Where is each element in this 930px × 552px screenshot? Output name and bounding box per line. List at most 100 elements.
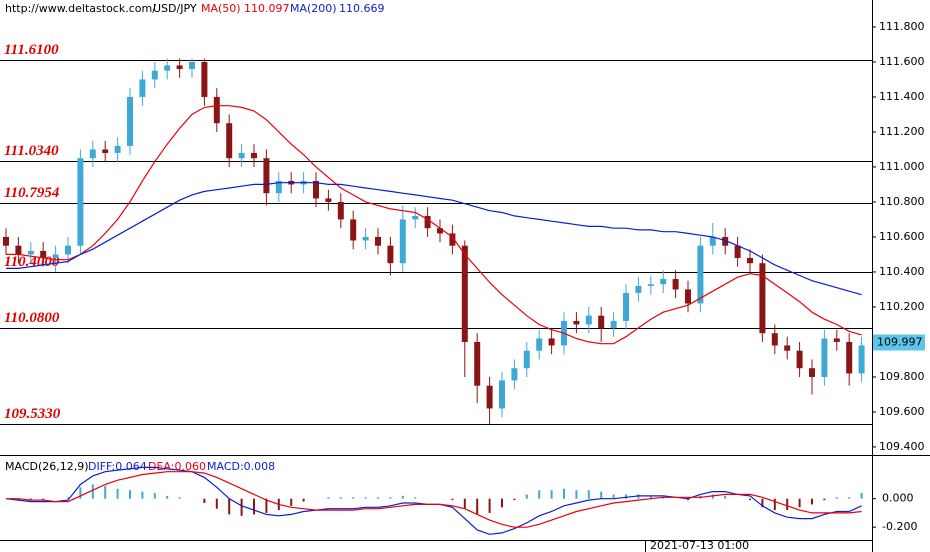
candle-body: [734, 245, 741, 258]
y-tick-label: 109.400: [879, 440, 925, 453]
candle-body: [263, 158, 270, 194]
candle-body: [499, 380, 505, 409]
level-label: 110.0800: [4, 310, 60, 326]
candle-body: [598, 315, 605, 328]
candle-body: [65, 245, 71, 255]
candle-body: [585, 315, 592, 325]
last-price-box: [873, 334, 925, 351]
candle-body: [275, 180, 282, 194]
candle-body: [325, 198, 332, 202]
candle-body: [189, 61, 195, 69]
y-tick-label: 109.800: [879, 370, 925, 383]
candle-body: [176, 65, 183, 69]
y-tick-label: 111.000: [879, 160, 925, 173]
candle-body: [809, 368, 815, 377]
last-price-label: 109.997: [877, 335, 923, 348]
candle-body: [536, 338, 543, 351]
ma50-name: MA(50): [201, 2, 241, 15]
candle-body: [313, 180, 319, 199]
candle-body: [387, 245, 394, 264]
candle-body: [251, 152, 257, 159]
candle-body: [474, 341, 481, 386]
candle-body: [102, 149, 109, 153]
candle-body: [27, 250, 34, 255]
candle-body: [747, 257, 753, 264]
candle-body: [89, 149, 96, 159]
source: http://www.deltastock.com/: [5, 2, 156, 15]
ma50-value: 110.097: [244, 2, 290, 15]
candle-body: [226, 123, 233, 159]
candle-body: [52, 254, 59, 258]
candle-body: [685, 289, 691, 304]
dea-label: DEA:0.060: [148, 460, 206, 473]
candle-body: [449, 233, 456, 246]
ma200-value: 110.669: [339, 2, 385, 15]
y-tick-label: 110.200: [879, 300, 925, 313]
macd-title: MACD(26,12,9): [5, 460, 89, 473]
candle-body: [15, 245, 22, 255]
candle-body: [858, 345, 865, 374]
candle-body: [610, 320, 617, 328]
candle-body: [164, 65, 171, 71]
candle-body: [350, 219, 357, 241]
candle-body: [213, 96, 220, 124]
dea-line: [6, 471, 862, 528]
candle-body: [412, 215, 419, 220]
y-tick-label: 111.200: [879, 125, 925, 138]
candle-body: [461, 245, 468, 342]
y-tick-label: 109.600: [879, 405, 925, 418]
candle-body: [511, 368, 518, 381]
y-tick-label: 110.800: [879, 195, 925, 208]
candle-body: [846, 341, 853, 374]
candle-body: [201, 61, 208, 97]
candle-body: [40, 250, 47, 258]
candle-body: [660, 278, 667, 285]
candle-body: [238, 152, 245, 159]
candle-body: [548, 338, 555, 346]
ma-line: [6, 105, 862, 345]
macd-label: MACD:0.008: [207, 460, 275, 473]
candle-body: [722, 236, 729, 246]
y-tick-label: 110.600: [879, 230, 925, 243]
candle-body: [362, 236, 369, 241]
candle-body: [399, 219, 406, 264]
ma200-name: MA(200): [290, 2, 337, 15]
y-tick-label: 111.400: [879, 90, 925, 103]
candle-body: [114, 145, 121, 153]
candle-body: [375, 236, 381, 246]
candle-body: [635, 285, 642, 293]
level-label: 110.7954: [4, 185, 60, 201]
level-label: 111.0340: [4, 143, 59, 159]
candle-body: [771, 333, 778, 346]
diff-label: DIFF:0.064: [88, 460, 147, 473]
level-label: 111.6100: [4, 42, 59, 58]
candle-body: [623, 292, 629, 321]
candle-body: [647, 284, 654, 286]
y-tick-label: 111.800: [879, 20, 925, 33]
macd-y-tick-label: 0.000: [882, 492, 914, 505]
candle-body: [573, 320, 580, 325]
candle-body: [697, 245, 704, 304]
y-tick-label: 110.400: [879, 265, 925, 278]
candle-body: [709, 236, 716, 246]
candle-body: [437, 228, 443, 234]
candle-body: [833, 338, 840, 342]
y-tick-label: 111.600: [879, 55, 925, 68]
macd-y-tick-label: -0.200: [882, 520, 917, 533]
date-label: 2021-07-13 01:00: [650, 539, 749, 552]
candle-body: [759, 263, 766, 334]
candle-body: [139, 79, 146, 97]
candle-body: [77, 158, 84, 246]
ma-line: [6, 182, 862, 296]
candle-body: [784, 345, 791, 351]
candle-body: [821, 338, 828, 377]
candle-body: [486, 385, 493, 409]
candle-body: [672, 278, 679, 290]
candle-body: [796, 350, 803, 369]
candle-body: [424, 215, 431, 229]
level-label: 109.5330: [4, 406, 61, 422]
symbol: USD/JPY: [153, 2, 197, 15]
candle-body: [3, 236, 9, 246]
candle-body: [337, 201, 344, 220]
